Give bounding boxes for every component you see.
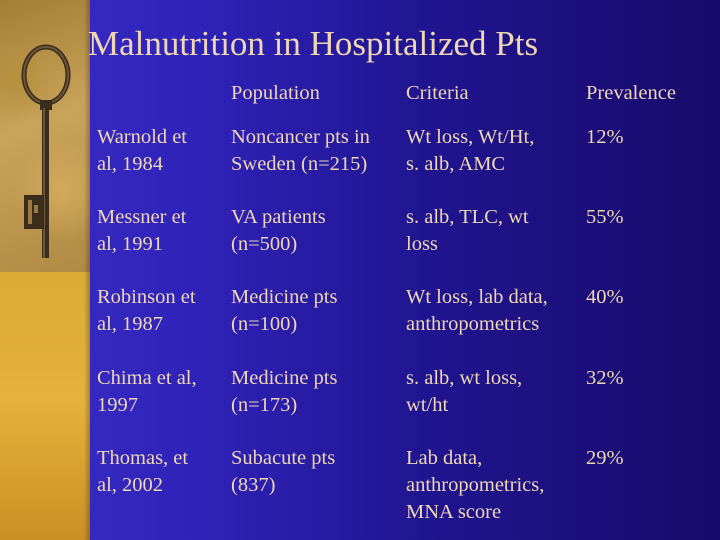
study-cell: al, 1984 <box>97 153 164 175</box>
study-cell: Messner et <box>97 206 187 228</box>
criteria-cell: s. alb, TLC, wt <box>406 206 529 228</box>
criteria-cell: Wt loss, Wt/Ht, <box>406 126 535 148</box>
study-cell: al, 2002 <box>97 474 164 496</box>
population-cell: VA patients <box>231 206 326 228</box>
criteria-cell: anthropometrics <box>406 313 540 335</box>
population-cell: Medicine pts <box>231 367 338 389</box>
population-cell: Sweden (n=215) <box>231 153 368 175</box>
left-decorative-strip <box>0 0 90 540</box>
criteria-cell: Wt loss, lab data, <box>406 286 548 308</box>
slide-title: Malnutrition in Hospitalized Pts <box>88 24 539 63</box>
study-cell: 1997 <box>97 394 138 416</box>
population-cell: (n=500) <box>231 233 298 255</box>
study-cell: Robinson et <box>97 286 196 308</box>
population-cell: (837) <box>231 474 276 496</box>
study-cell: Chima et al, <box>97 367 197 389</box>
antique-key-icon <box>21 44 71 258</box>
header-criteria: Criteria <box>406 82 469 104</box>
population-cell: (n=173) <box>231 394 298 416</box>
criteria-cell: s. alb, AMC <box>406 153 506 175</box>
criteria-cell: anthropometrics, <box>406 474 545 496</box>
population-cell: Noncancer pts in <box>231 126 370 148</box>
header-population: Population <box>231 82 320 104</box>
criteria-cell: s. alb, wt loss, <box>406 367 523 389</box>
prevalence-cell: 29% <box>586 447 624 469</box>
criteria-cell: MNA score <box>406 501 502 523</box>
prevalence-cell: 40% <box>586 286 624 308</box>
population-cell: (n=100) <box>231 313 298 335</box>
study-cell: al, 1987 <box>97 313 164 335</box>
key-photo <box>0 0 90 272</box>
criteria-cell: loss <box>406 233 438 255</box>
prevalence-cell: 32% <box>586 367 624 389</box>
prevalence-cell: 12% <box>586 126 624 148</box>
study-cell: Warnold et <box>97 126 187 148</box>
header-prevalence: Prevalence <box>586 82 676 104</box>
criteria-cell: wt/ht <box>406 394 449 416</box>
prevalence-cell: 55% <box>586 206 624 228</box>
criteria-cell: Lab data, <box>406 447 483 469</box>
population-cell: Subacute pts <box>231 447 336 469</box>
study-cell: al, 1991 <box>97 233 164 255</box>
study-cell: Thomas, et <box>97 447 189 469</box>
population-cell: Medicine pts <box>231 286 338 308</box>
